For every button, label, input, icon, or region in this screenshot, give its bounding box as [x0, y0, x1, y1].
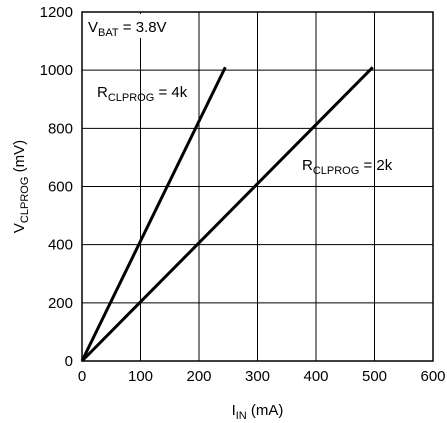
annotation-main: V	[88, 19, 98, 36]
y-tick-label-1200: 1200	[40, 4, 73, 21]
y-axis-label-main: V	[11, 223, 28, 233]
series-group	[80, 66, 374, 363]
y-tick-label-600: 600	[48, 179, 73, 196]
x-tick-label-100: 100	[128, 368, 153, 385]
annotation-sub: BAT	[98, 27, 119, 39]
y-tick-labels: 0 200 400 600 800 1000 1200	[40, 4, 73, 370]
series-4k-main: R	[97, 84, 108, 101]
series-2k-rest: = 2k	[359, 157, 392, 174]
series-2k-sub: CLPROG	[313, 165, 359, 177]
series-label-2k: RCLPROG = 2k	[302, 157, 393, 177]
series-label-4k: RCLPROG = 4k	[97, 84, 188, 104]
series-2k-main: R	[302, 157, 313, 174]
annotation-rest: = 3.8V	[119, 19, 167, 36]
x-tick-label-600: 600	[420, 368, 445, 385]
x-tick-label-400: 400	[303, 368, 328, 385]
y-axis-label: VCLPROG (mV)	[11, 140, 31, 233]
series-4k-rest: = 4k	[154, 84, 187, 101]
y-tick-label-400: 400	[48, 237, 73, 254]
x-tick-label-200: 200	[186, 368, 211, 385]
x-axis-label: IIN (mA)	[232, 402, 284, 422]
series-line-2k	[80, 66, 374, 363]
x-tick-label-300: 300	[245, 368, 270, 385]
y-tick-label-200: 200	[48, 295, 73, 312]
x-tick-labels: 0 100 200 300 400 500 600	[78, 368, 446, 385]
annotation-background	[84, 14, 192, 38]
x-axis-label-sub: IN	[236, 410, 247, 422]
series-4k-sub: CLPROG	[108, 92, 154, 104]
y-axis-label-sub: CLPROG	[19, 177, 31, 223]
y-axis-label-unit: (mV)	[11, 140, 28, 177]
x-tick-label-500: 500	[362, 368, 387, 385]
y-tick-label-1000: 1000	[40, 62, 73, 79]
x-axis-label-main: I	[232, 402, 236, 419]
y-tick-label-800: 800	[48, 120, 73, 137]
series-line-4k	[80, 66, 227, 362]
y-tick-label-0: 0	[65, 353, 73, 370]
x-axis-label-unit: (mA)	[247, 402, 284, 419]
annotation-vbat: VBAT = 3.8V	[88, 19, 167, 39]
plot-frame	[81, 11, 434, 362]
annotation-box: VBAT = 3.8V	[84, 14, 192, 39]
x-tick-label-0: 0	[78, 368, 86, 385]
